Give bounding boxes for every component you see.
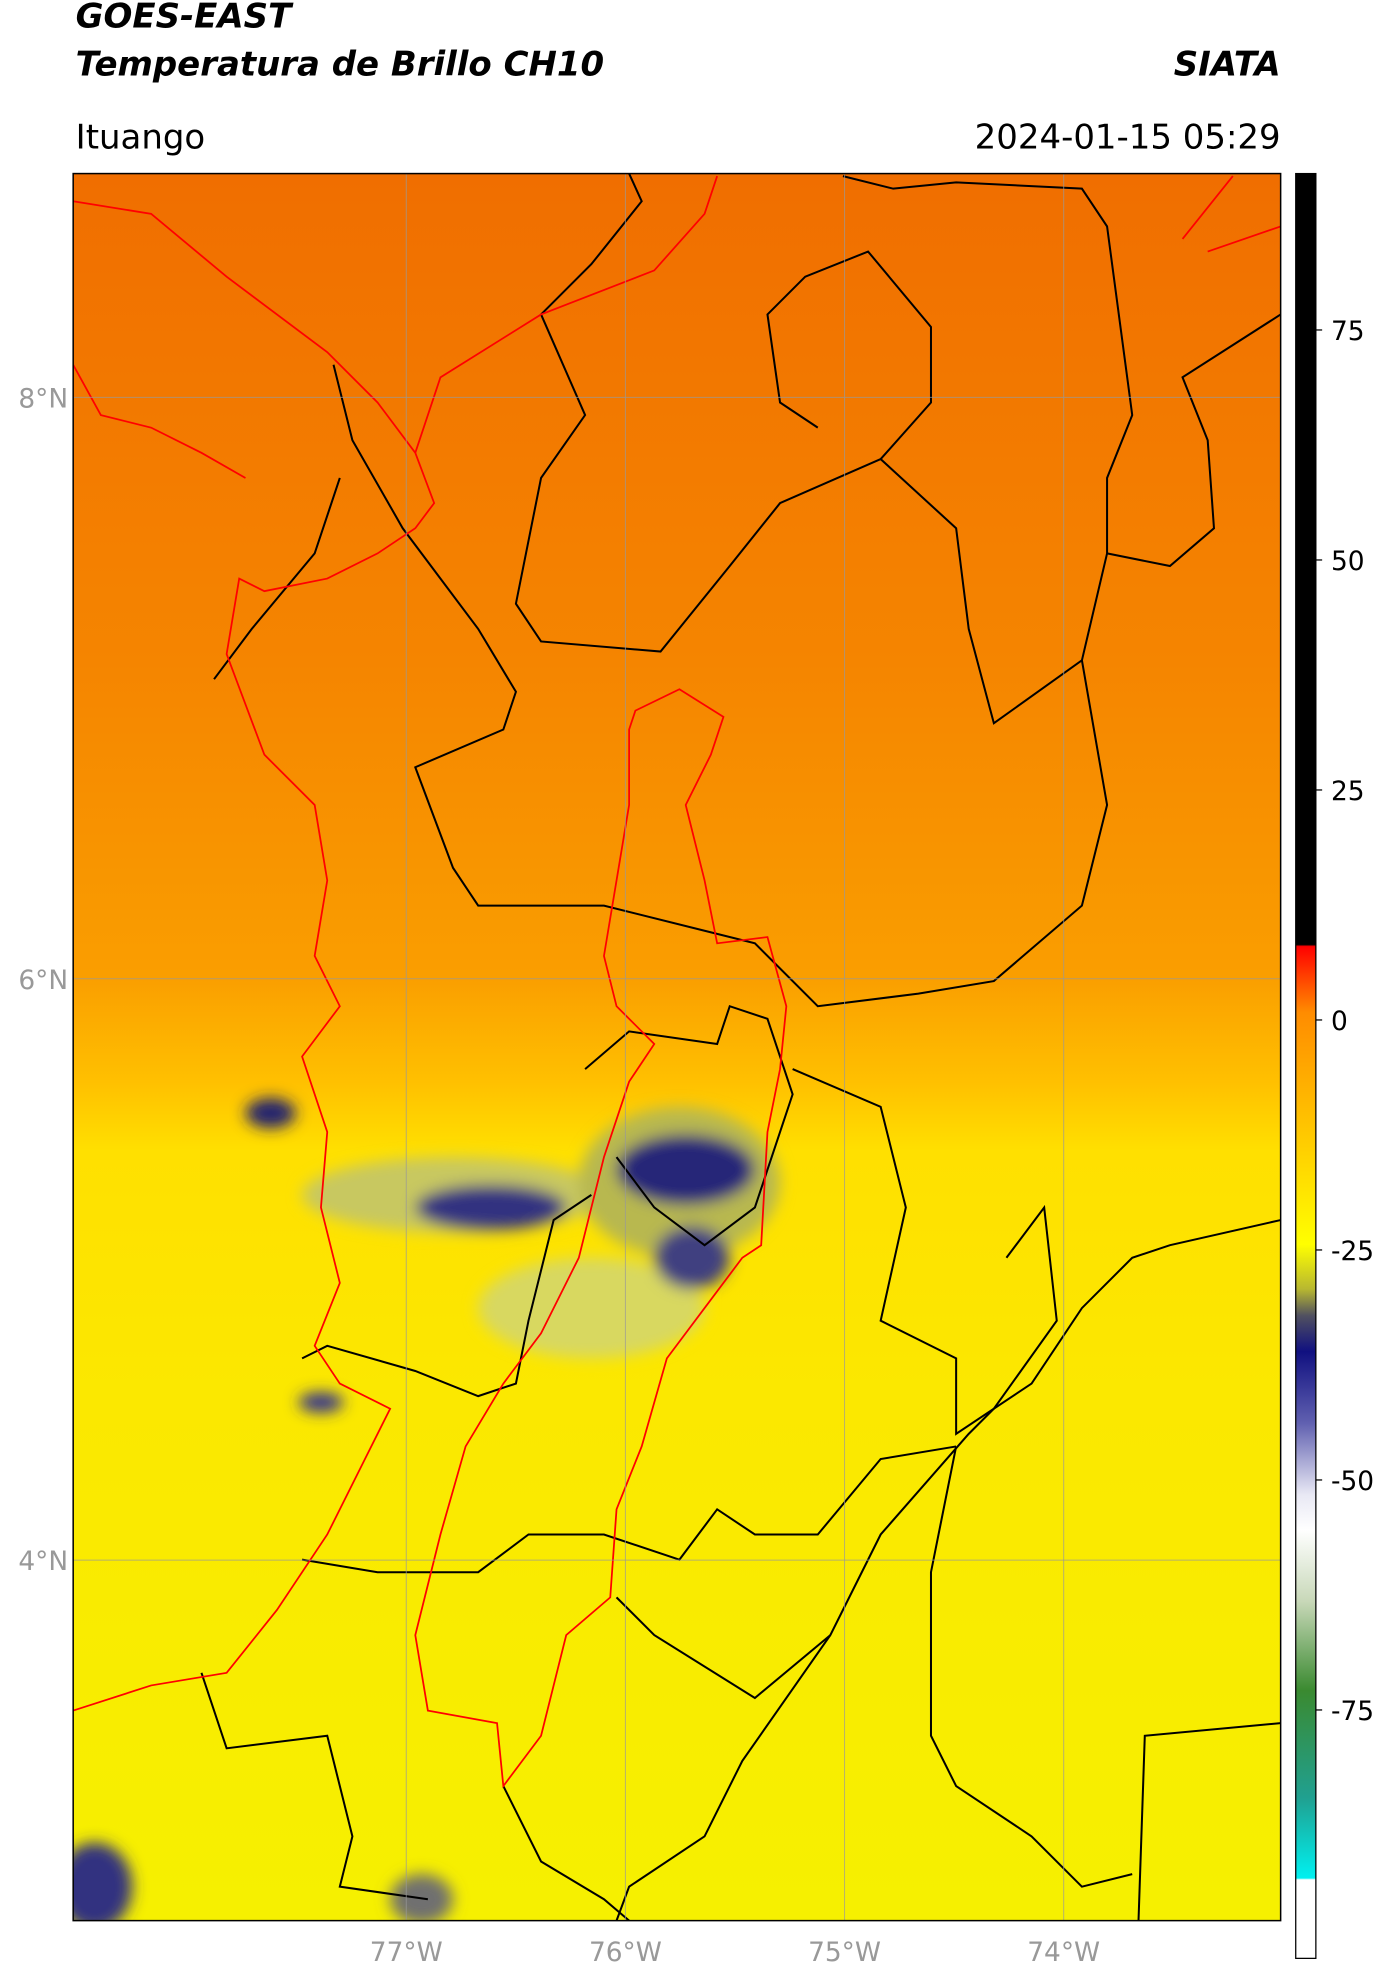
map-frame — [72, 172, 1282, 1922]
x-tick-label: 74°W — [1027, 1937, 1100, 1968]
timestamp: 2024-01-15 05:29 — [975, 117, 1281, 157]
x-tick-label: 77°W — [370, 1937, 443, 1968]
colorbar-tick-label: -50 — [1331, 1466, 1374, 1497]
colorbar-tick-label: 25 — [1331, 776, 1365, 807]
y-tick-label: 4°N — [18, 1546, 68, 1577]
colorbar-tick-label: 75 — [1331, 316, 1365, 347]
tick-labels: 77°W 76°W 75°W 74°W 8°N 6°N 4°N — [18, 383, 1100, 1967]
colorbar-tick-label: 50 — [1331, 546, 1365, 577]
x-tick-label: 76°W — [589, 1937, 662, 1968]
y-tick-label: 6°N — [18, 965, 68, 996]
colorbar-ticks: 75 50 25 0 -25 -50 -75 — [1315, 316, 1374, 1727]
borders — [200, 173, 1281, 1921]
location: Ituango — [76, 117, 206, 157]
colorbar-tick-label: -75 — [1331, 1696, 1374, 1727]
y-tick-label: 8°N — [18, 383, 68, 414]
cloud-tops — [73, 1098, 781, 1921]
subtitle: Temperatura de Brillo CH10 — [76, 44, 604, 84]
x-tick-label: 75°W — [808, 1937, 881, 1968]
coastline-and-basin — [73, 175, 1281, 1789]
colorbar-tick-label: -25 — [1331, 1236, 1374, 1267]
grid — [73, 173, 1281, 1921]
colorbar-tick-label: 0 — [1331, 1006, 1348, 1037]
map-background — [73, 173, 1281, 1921]
title: GOES-EAST — [76, 0, 294, 37]
colorbar — [1295, 172, 1317, 1959]
source: SIATA — [1174, 44, 1281, 84]
map-area — [73, 173, 1281, 1921]
